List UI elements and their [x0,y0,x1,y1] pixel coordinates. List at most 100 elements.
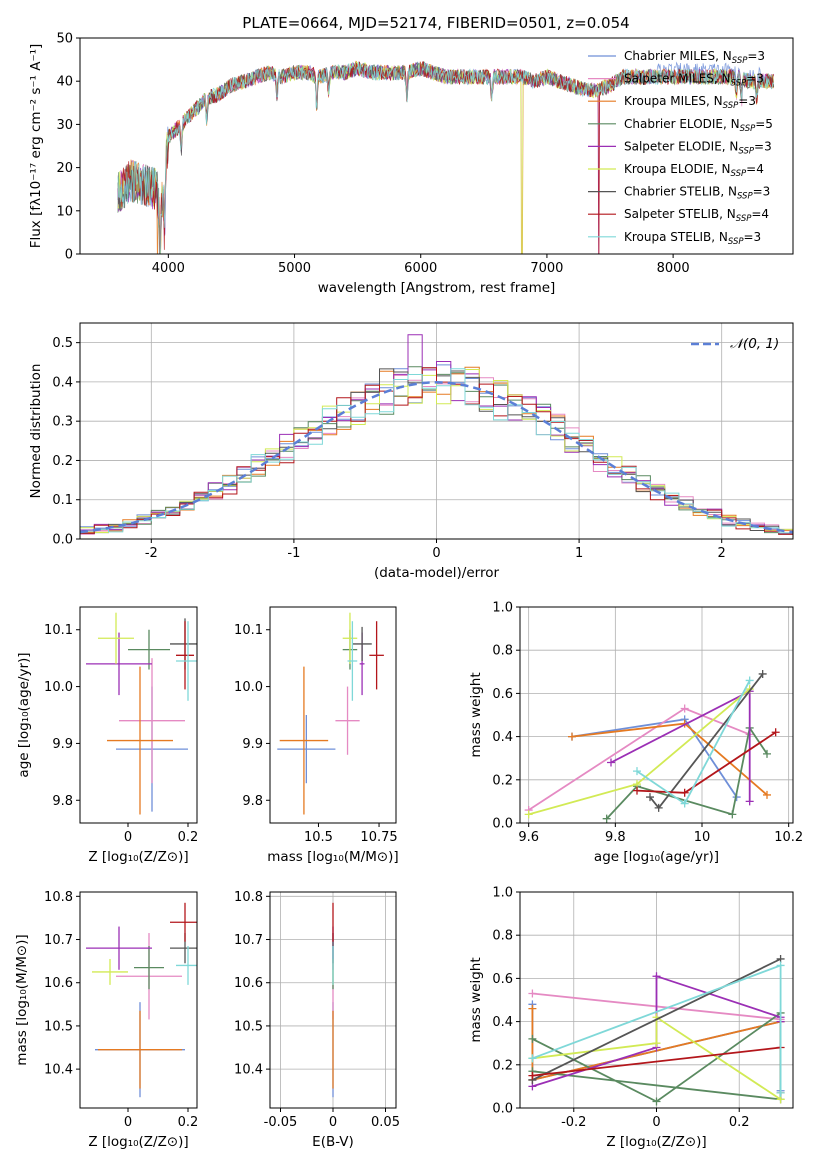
x-tick-label: 4000 [152,261,185,276]
histogram-series-4 [80,334,793,534]
axes-frame [79,891,198,1109]
legend-entry-suffix: =3 [753,185,771,199]
x-tick-label: 9.8 [605,830,626,845]
legend-entry-name: Salpeter MILES, N [624,72,731,86]
y-tick-label: 9.8 [242,794,263,809]
y-tick-label: 10.1 [234,623,263,638]
weight-marker [728,810,737,819]
x-tick-label: 8000 [657,261,690,276]
legend-entry-name: Kroupa MILES, N [624,94,723,108]
errorbar-point-0 [277,715,336,784]
errorbar-point-4 [86,926,152,970]
legend-entry-name: Chabrier STELIB, N [624,185,737,199]
legend-entry-sub: SSP [731,79,747,89]
y-tick-label: 30 [56,118,73,133]
x-tick-label: 0.2 [729,1115,750,1130]
x-axis-label: Z [log₁₀(Z/Z⊙)] [606,1134,706,1150]
errorbar-point-8 [176,621,197,701]
x-axis-label: wavelength [Angstrom, rest frame] [318,280,556,296]
panel-age_vs_Z: 0 0.2 9.8 9.9 10.0 10.1 Z [log₁₀(Z/Z⊙)] age [lo… [16,606,199,865]
legend-entry-name: Chabrier MILES, N [624,49,732,63]
x-tick-label: 0 [652,1115,660,1130]
x-tick-label: 10.5 [304,830,333,845]
legend-entry-suffix: =3 [747,49,765,63]
errorbar-point-2 [98,1010,182,1089]
weight-marker [776,1088,785,1097]
x-tick-label: 0 [124,1115,132,1130]
legend-entry: Salpeter MILES, NSSP=3 [624,72,764,89]
errorbar-point-4 [86,632,152,696]
legend-entry-name: Chabrier ELODIE, N [624,117,740,131]
legend-entry: Chabrier ELODIE, NSSP=5 [624,117,773,134]
x-tick-label: 10.75 [360,830,397,845]
y-tick-label: 10.8 [44,890,73,905]
weight-marker [528,1054,537,1063]
plot-area [528,954,785,1106]
y-tick-label: 0.3 [52,415,73,430]
x-axis-label: (data-model)/error [374,565,500,581]
y-tick-label: 0.1 [52,493,73,508]
x-tick-label: 10.2 [774,830,803,845]
x-tick-label: 0 [432,546,440,561]
weight-marker [607,758,615,767]
legend-entry: Chabrier STELIB, NSSP=3 [624,185,770,202]
y-tick-label: 1.0 [492,886,513,901]
x-tick-label: 6000 [404,261,437,276]
axes-frame [519,606,794,824]
y-tick-label: 10.7 [44,933,73,948]
weight-marker [680,799,689,808]
errorbar-point-3 [128,629,170,670]
y-axis-label: mass weight [468,957,484,1042]
axes-frame [269,606,397,824]
y-tick-label: 1.0 [492,601,513,616]
y-tick-label: 0.6 [492,687,513,702]
errorbar-point-7 [369,621,384,690]
panel-age_vs_mass: 10.5 10.75 9.8 9.9 10.0 10.1 mass [log₁₀(M/M⊙)… [234,606,399,865]
y-tick-label: 10.1 [44,623,73,638]
weight-marker [602,814,611,823]
plot-area [86,612,197,815]
x-tick-label: -1 [287,546,300,561]
errorbar-point-3 [134,946,164,990]
weight-marker [568,732,576,741]
weight-marker [745,676,754,685]
weight-marker [528,989,537,998]
weight-marker [528,1004,537,1013]
legend-entry-sub: SSP [731,169,747,179]
y-tick-label: 20 [56,161,73,176]
x-tick-label: 5000 [278,261,311,276]
plot-area [277,612,384,815]
y-axis-label: Flux [fλ10⁻¹⁷ erg cm⁻² s⁻¹ A⁻¹] [28,44,44,249]
weight-marker [776,961,785,970]
legend-entry: Kroupa STELIB, NSSP=3 [624,230,761,247]
legend-entry-name: Kroupa STELIB, N [624,230,728,244]
panel-mass_vs_ebv: -0.05 0 0.05 10.4 10.5 10.6 10.7 10.8 E(B-V) [234,890,400,1150]
y-axis-label: mass [log₁₀(M/M⊙)] [14,934,30,1065]
y-tick-label: 0 [65,248,73,263]
weight-marker [528,1071,537,1080]
y-tick-label: 10.4 [44,1063,73,1078]
errorbar-point-2 [279,666,329,815]
legend-entry-sub: SSP [738,146,754,156]
weight-marker [652,1097,661,1106]
weight-marker [646,793,654,802]
y-tick-label: 10.0 [44,680,73,695]
errorbar-point-2 [107,666,173,815]
y-tick-label: 10.8 [234,890,263,905]
weight-marker [763,749,771,758]
legend-entry-sub: SSP [723,101,739,111]
y-tick-label: 0.8 [492,929,513,944]
y-tick-label: 50 [56,32,73,47]
legend-entry: 𝒩(0, 1) [730,336,779,352]
weight-marker [745,797,754,806]
weight-marker [758,669,767,678]
x-axis-label: age [log₁₀(age/yr)] [594,849,719,865]
y-tick-label: 10.7 [234,933,263,948]
weight-marker [763,790,771,799]
legend-entry-name: Kroupa ELODIE, N [624,162,731,176]
weight-marker [652,972,661,981]
legend-entry: Kroupa ELODIE, NSSP=4 [624,162,764,179]
x-tick-label: 0.2 [178,830,199,845]
legend-entry-suffix: =3 [738,94,756,108]
